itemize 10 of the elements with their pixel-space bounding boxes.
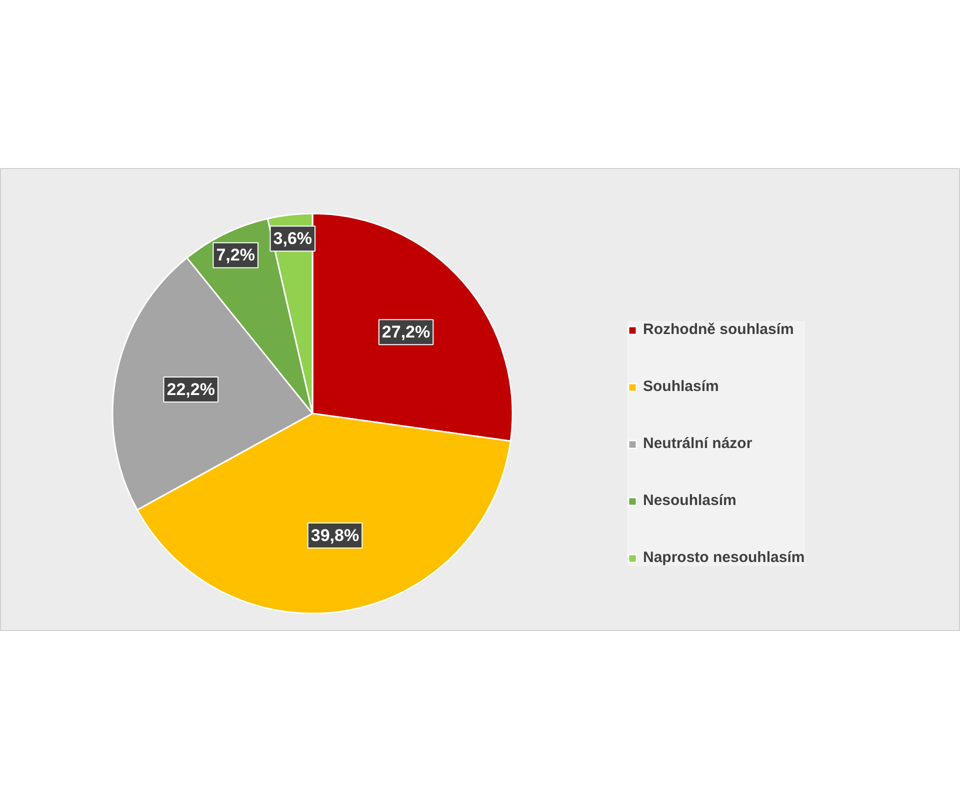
data-label: 7,2% <box>216 246 255 265</box>
data-label: 22,2% <box>166 380 215 399</box>
legend-label: Rozhodně souhlasím <box>643 321 794 338</box>
data-label: 39,8% <box>310 526 360 545</box>
data-label: 3,6% <box>273 229 312 248</box>
data-label: 27,2% <box>382 322 430 342</box>
legend-label: Nesouhlasím <box>643 492 736 509</box>
legend-label: Souhlasím <box>643 378 719 395</box>
legend-label: Naprosto nesouhlasím <box>643 549 805 566</box>
legend-label: Neutrální názor <box>643 435 752 452</box>
